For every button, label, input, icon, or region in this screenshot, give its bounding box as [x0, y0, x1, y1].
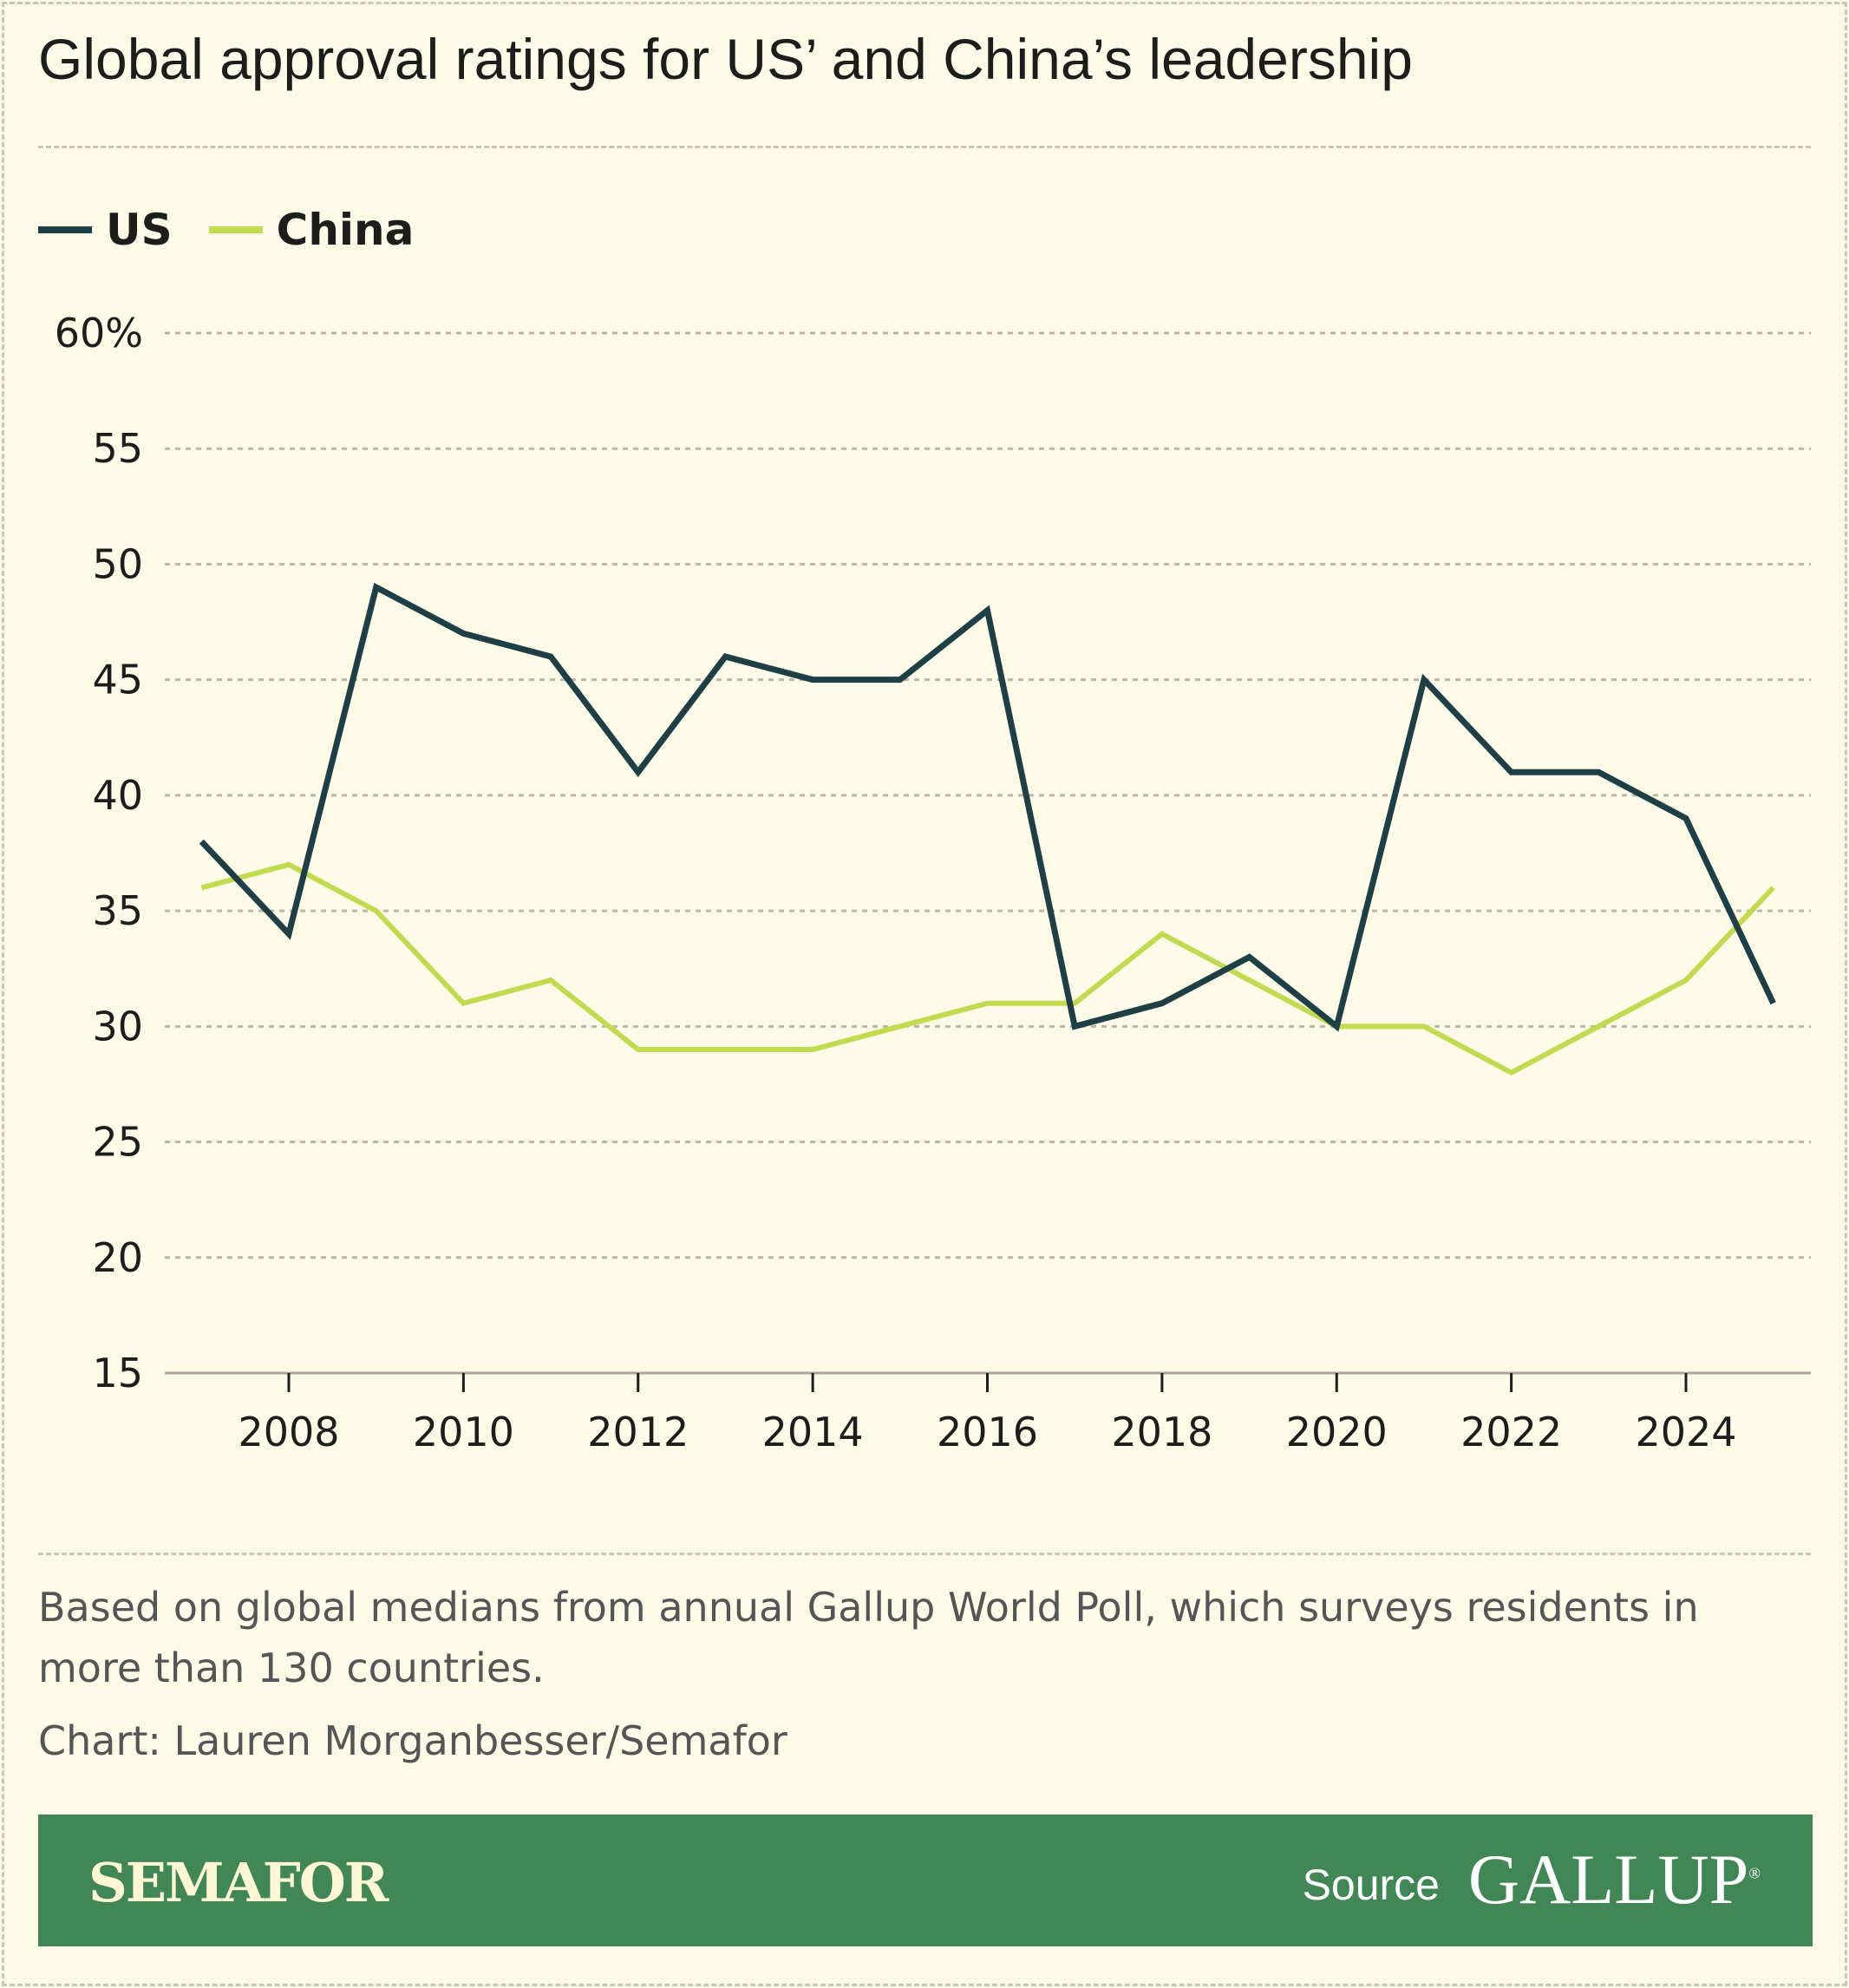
series-line-china: [200, 861, 1775, 1076]
divider: [38, 1553, 1811, 1555]
legend-swatch-us: [38, 226, 92, 233]
divider: [38, 146, 1811, 148]
legend-item-china: China: [208, 205, 415, 255]
gallup-logo: GALLUP®: [1467, 1840, 1761, 1919]
footer-bar: SEMAFOR Source GALLUP®: [38, 1815, 1813, 1946]
x-tick-label: 2018: [1111, 1409, 1212, 1455]
x-tick-label: 2022: [1460, 1409, 1562, 1455]
source-label: Source: [1302, 1860, 1440, 1909]
series-line-us: [199, 582, 1776, 1032]
y-tick-label: 30: [92, 1003, 143, 1050]
legend: US China: [38, 205, 450, 255]
x-tick-label: 2024: [1635, 1409, 1736, 1455]
y-tick-label: 15: [92, 1350, 143, 1396]
x-tick-label: 2008: [238, 1409, 339, 1455]
y-tick-label: 45: [92, 657, 143, 703]
x-tick-label: 2020: [1286, 1409, 1388, 1455]
semafor-logo: SEMAFOR: [88, 1851, 389, 1914]
y-tick-label: 20: [92, 1234, 143, 1281]
chart-note: Based on global medians from annual Gall…: [38, 1584, 1699, 1691]
x-tick-label: 2016: [937, 1409, 1038, 1455]
legend-item-us: US: [38, 205, 173, 255]
y-tick-label: 40: [92, 772, 143, 819]
y-tick-label: 55: [92, 425, 143, 472]
chart-credit: Chart: Lauren Morganbesser/Semafor: [38, 1717, 787, 1764]
y-tick-label: 50: [92, 540, 143, 587]
x-tick-label: 2012: [587, 1409, 689, 1455]
legend-label-china: China: [276, 205, 415, 255]
legend-swatch-china: [208, 226, 263, 233]
y-tick-label: 25: [92, 1119, 143, 1166]
y-tick-label: 60%: [55, 310, 143, 356]
x-tick-label: 2010: [413, 1409, 514, 1455]
x-tick-label: 2014: [762, 1409, 864, 1455]
legend-label-us: US: [106, 205, 173, 255]
line-chart: 15 20 25 30 35 40 45 50 55 60% 2008 2010 2012 2014 201…: [55, 310, 1811, 1455]
y-tick-label: 35: [92, 887, 143, 934]
chart-title: Global approval ratings for US’ and Chin…: [38, 27, 1413, 91]
